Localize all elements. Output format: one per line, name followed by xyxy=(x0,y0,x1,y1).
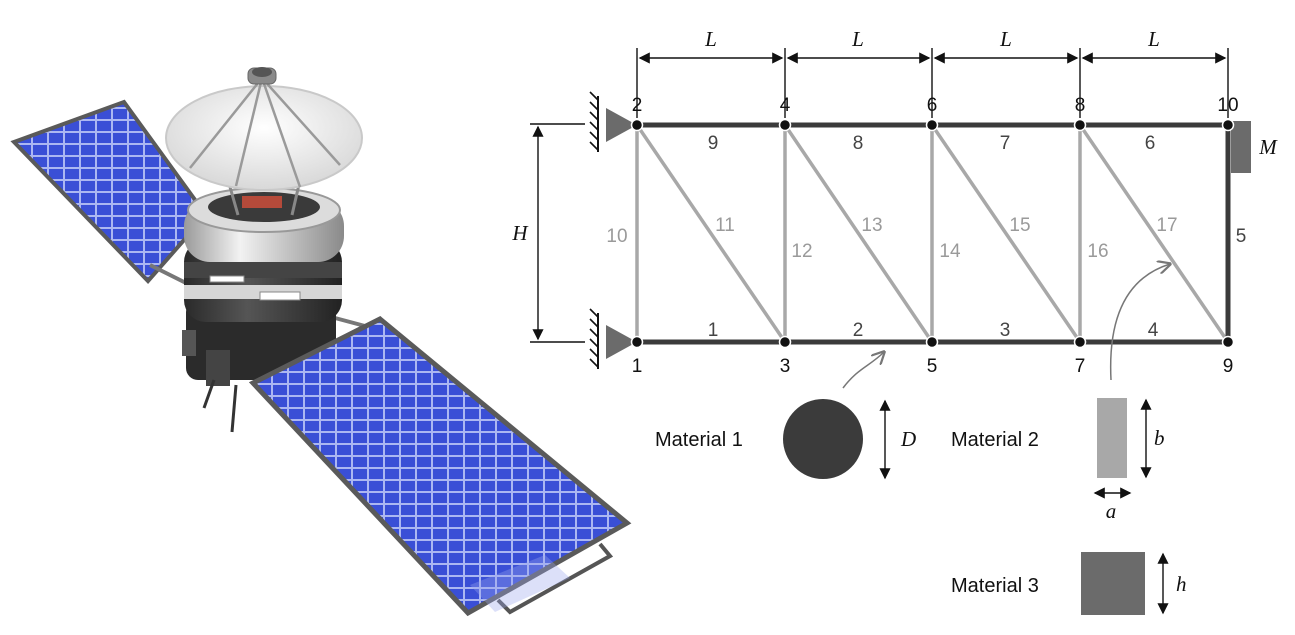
member-label: 10 xyxy=(606,226,627,247)
node-label: 8 xyxy=(1075,95,1086,116)
member-label: 7 xyxy=(1000,133,1011,154)
span-label: L xyxy=(999,27,1012,51)
material-2-label: Material 2 xyxy=(951,429,1039,451)
leader-arrow xyxy=(842,352,884,389)
material-1-label: Material 1 xyxy=(655,429,743,451)
member-label: 8 xyxy=(853,133,864,154)
node-label: 2 xyxy=(632,95,643,116)
material-3-label: Material 3 xyxy=(951,575,1039,597)
truss-joints xyxy=(630,118,1235,349)
member-label: 11 xyxy=(715,215,735,236)
node-labels: 1 2 3 4 5 6 7 8 9 10 xyxy=(632,95,1239,377)
member-label: 2 xyxy=(853,320,864,341)
node-label: 6 xyxy=(927,95,938,116)
pin-support xyxy=(589,308,637,369)
node-label: 10 xyxy=(1217,95,1238,116)
span-dimensions: L L L L xyxy=(636,27,1229,118)
node-label: 3 xyxy=(780,356,791,377)
member-labels: 1 2 3 4 5 6 7 8 9 10 12 14 16 11 13 15 1… xyxy=(606,133,1246,341)
truss-diagram: L L L L H xyxy=(511,27,1278,389)
diameter-label: D xyxy=(900,427,916,451)
span-label: L xyxy=(1147,27,1160,51)
member-label: 5 xyxy=(1236,226,1247,247)
leader-arrow xyxy=(1109,264,1170,381)
member-label: 1 xyxy=(708,320,719,341)
member-label: 13 xyxy=(861,215,882,236)
member-label: 16 xyxy=(1087,241,1108,262)
height-dimension: H xyxy=(511,123,585,343)
member-label: 6 xyxy=(1145,133,1156,154)
square-side-label: h xyxy=(1176,572,1187,596)
solar-panel-icon xyxy=(248,316,632,617)
member-label: 4 xyxy=(1148,320,1159,341)
node-label: 9 xyxy=(1223,356,1234,377)
node-label: 1 xyxy=(632,356,643,377)
pin-support xyxy=(589,91,637,152)
node-label: 7 xyxy=(1075,356,1086,377)
node-label: 4 xyxy=(780,95,791,116)
square-section xyxy=(1081,552,1145,615)
material-3-section: Material 3 h xyxy=(951,552,1187,615)
span-label: L xyxy=(704,27,717,51)
height-label: H xyxy=(511,221,529,245)
satellite-illustration xyxy=(10,67,632,617)
material-2-section: Material 2 b a xyxy=(951,398,1165,523)
member-label: 3 xyxy=(1000,320,1011,341)
rect-width-label: a xyxy=(1106,499,1117,523)
mass-label: M xyxy=(1258,135,1278,159)
point-mass: M xyxy=(1231,121,1278,173)
member-label: 15 xyxy=(1009,215,1030,236)
material-1-section: Material 1 D xyxy=(655,399,916,480)
member-label: 12 xyxy=(791,241,812,262)
node-label: 5 xyxy=(927,356,938,377)
span-label: L xyxy=(851,27,864,51)
member-label: 14 xyxy=(939,241,961,262)
material2-members xyxy=(635,124,1230,343)
rectangular-section xyxy=(1097,398,1127,478)
rect-height-label: b xyxy=(1154,426,1165,450)
member-label: 17 xyxy=(1156,215,1177,236)
member-label: 9 xyxy=(708,133,719,154)
circular-section xyxy=(783,399,863,479)
satellite-dish-icon xyxy=(165,67,363,216)
